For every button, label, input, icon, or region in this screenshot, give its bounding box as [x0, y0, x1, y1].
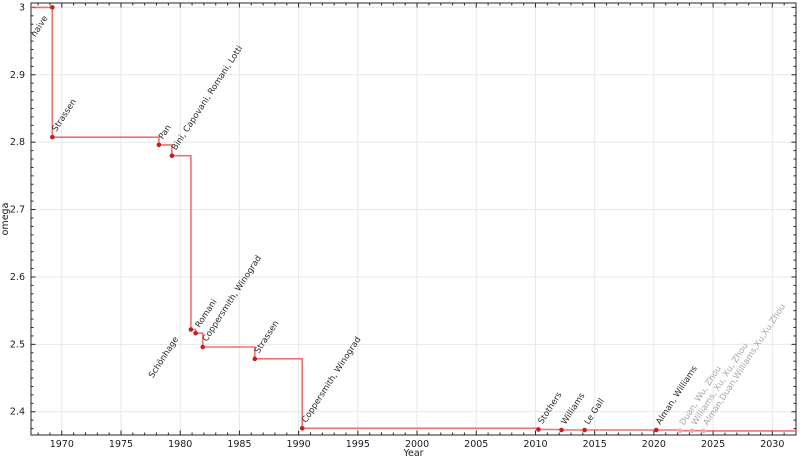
omega-step-line: [31, 6, 796, 432]
x-tick-label: 2015: [583, 439, 607, 450]
y-tick-label: 2.5: [10, 339, 25, 350]
grid-lines: [31, 3, 796, 435]
data-point: [536, 427, 541, 432]
data-point: [299, 425, 305, 431]
data-point: [582, 427, 587, 433]
x-tick-label: 1975: [109, 439, 133, 450]
point-label: Strassen: [253, 319, 281, 355]
axis-ticks: [31, 3, 797, 435]
plot-frame: [30, 2, 797, 436]
x-tick-label: 2005: [464, 439, 488, 450]
y-tick-label: 2.6: [10, 272, 25, 283]
y-axis-title: omega: [0, 203, 11, 236]
data-point: [252, 356, 258, 362]
y-tick-label: 3: [19, 2, 25, 13]
x-tick-labels: 1970 1975 1980 1985 1990 1995 2000 2005 2010 2015…: [50, 439, 785, 450]
y-tick-labels: 2.4 2.5 2.6 2.7 2.8 2.9 3: [10, 2, 25, 417]
y-tick-label: 2.7: [10, 205, 25, 216]
x-tick-label: 1985: [227, 439, 251, 450]
point-label: Schönhage: [147, 335, 181, 380]
x-axis-title: Year: [402, 448, 423, 459]
data-point: [689, 428, 695, 434]
data-points: [50, 5, 706, 434]
data-point: [50, 5, 55, 10]
data-point: [156, 142, 162, 148]
x-tick-label: 1995: [346, 439, 370, 450]
data-point: [188, 327, 194, 332]
data-point: [653, 427, 659, 433]
y-tick-label: 2.9: [10, 70, 25, 81]
y-tick-label: 2.4: [10, 407, 25, 418]
x-tick-label: 2000: [405, 439, 429, 450]
data-point: [193, 330, 198, 336]
point-label: Bini, Capovani, Romani, Lotti: [170, 44, 245, 152]
x-tick-label: 1970: [50, 439, 74, 450]
x-tick-label: 2030: [760, 439, 784, 450]
point-label: Strassen: [50, 97, 78, 133]
point-label: Williams, Xu, Xu, Zhou: [690, 341, 751, 427]
y-tick-label: 2.8: [10, 137, 25, 148]
point-label: Pan: [157, 123, 174, 141]
data-point: [200, 344, 206, 350]
x-tick-label: 2010: [523, 439, 547, 450]
x-tick-label: 2020: [642, 439, 666, 450]
data-point: [169, 153, 175, 159]
data-point: [559, 427, 564, 433]
x-tick-label: 1980: [168, 439, 192, 450]
x-tick-label: 1990: [287, 439, 311, 450]
data-point: [701, 428, 706, 434]
point-label: naive: [29, 14, 50, 39]
x-tick-label: 2025: [701, 439, 725, 450]
data-point: [50, 134, 55, 140]
data-point: [677, 428, 683, 434]
